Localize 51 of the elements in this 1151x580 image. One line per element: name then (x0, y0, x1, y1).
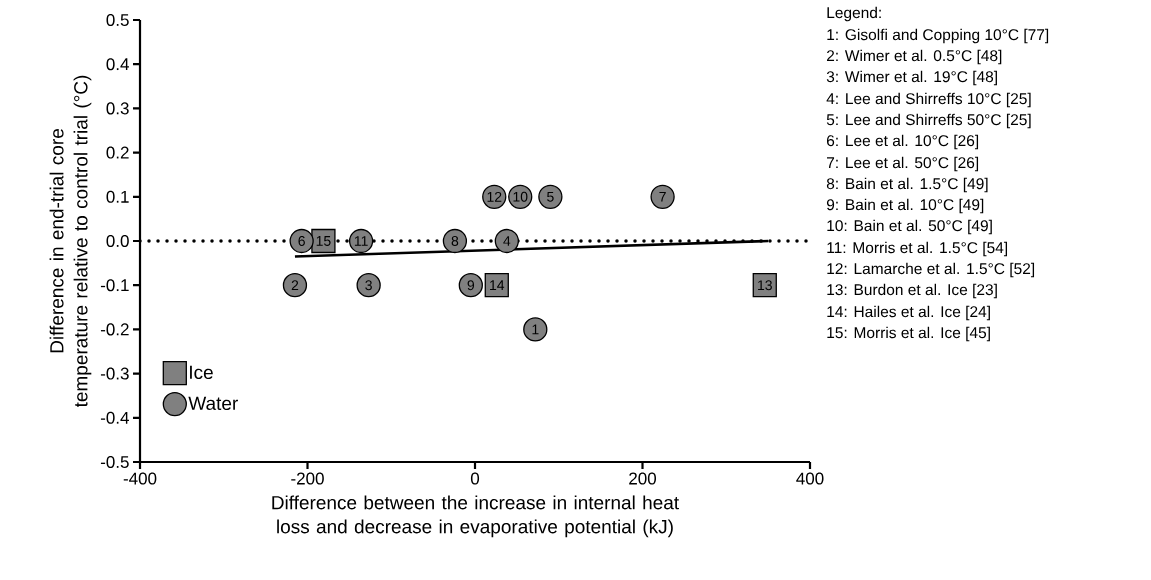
annotation: 12 (487, 191, 502, 202)
y-tick-label: 0.4 (106, 58, 129, 71)
y-axis-title: Difference in end-trial core temperature relative to control trial (°C) (49, 75, 92, 408)
annotation: 13 (758, 280, 772, 291)
x-tick-label: -400 (123, 472, 157, 485)
text: 2: Wimer et al. 0.5°C [48] (826, 49, 1002, 65)
x-tick-label: 200 (629, 472, 657, 485)
annotation: 8 (451, 236, 459, 246)
x-tick-label: -200 (291, 472, 324, 485)
annotation: 4 (503, 236, 511, 246)
text: 11: Morris et al. 1.5°C [54] (827, 241, 1008, 257)
text: 7: Lee et al. 50°C [26] (827, 156, 979, 172)
y-tick-label: 0.3 (106, 102, 129, 115)
y-tick-label: 0.2 (106, 146, 129, 159)
text: 4: Lee and Shirreffs 10°C [25] (826, 92, 1031, 108)
x-tick-label: 400 (796, 472, 824, 485)
annotation: 2 (291, 280, 299, 291)
y-tick-label: 0.5 (106, 13, 129, 27)
annotation: 15 (316, 236, 331, 246)
legend-label: Ice (190, 365, 213, 380)
text: 8: Bain et al. 1.5°C [49] (826, 177, 988, 193)
text: 9: Bain et al. 10°C [49] (826, 198, 984, 214)
y-tick-label: -0.4 (100, 411, 129, 424)
text: 3: Wimer et al. 19°C [48] (826, 70, 997, 86)
annotation: 5 (547, 191, 554, 202)
y-tick-label: -0.3 (100, 367, 129, 380)
annotation: 1 (532, 324, 539, 335)
text: 5: Lee and Shirreffs 50°C [25] (826, 113, 1031, 129)
annotation: 3 (365, 280, 372, 291)
text: 15: Morris et al. Ice [45] (827, 326, 990, 342)
annotation: 11 (354, 236, 368, 246)
y-tick-label: 0.1 (106, 190, 129, 203)
x-tick-label: 0 (470, 472, 480, 485)
y-tick-label: -0.2 (100, 323, 129, 336)
annotation: 14 (490, 280, 505, 290)
annotation: 10 (513, 191, 528, 202)
x-axis-title: Difference between the increase in internal heat loss and decrease in evaporative potential (kJ) (272, 495, 679, 538)
text: 12: Lamarche et al. 1.5°C [52] (827, 262, 1035, 278)
text: 10: Bain et al. 50°C [49] (827, 219, 992, 235)
annotation: 7 (659, 191, 666, 202)
text: 1: Gisolfi and Copping 10°C [77] (827, 28, 1049, 44)
annotation: 6 (298, 236, 305, 246)
text: 13: Burdon et al. Ice [23] (827, 283, 997, 299)
text: 6: Lee et al. 10°C [26] (826, 134, 979, 150)
annotation: 9 (467, 280, 475, 291)
y-tick-label: 0.0 (106, 234, 129, 248)
y-tick-label: -0.1 (100, 279, 129, 292)
legend-label: Water (188, 396, 238, 411)
text: 14: Hailes et al. Ice [24] (827, 305, 990, 321)
y-tick-label: -0.5 (100, 455, 129, 469)
text: Legend: (827, 6, 881, 22)
